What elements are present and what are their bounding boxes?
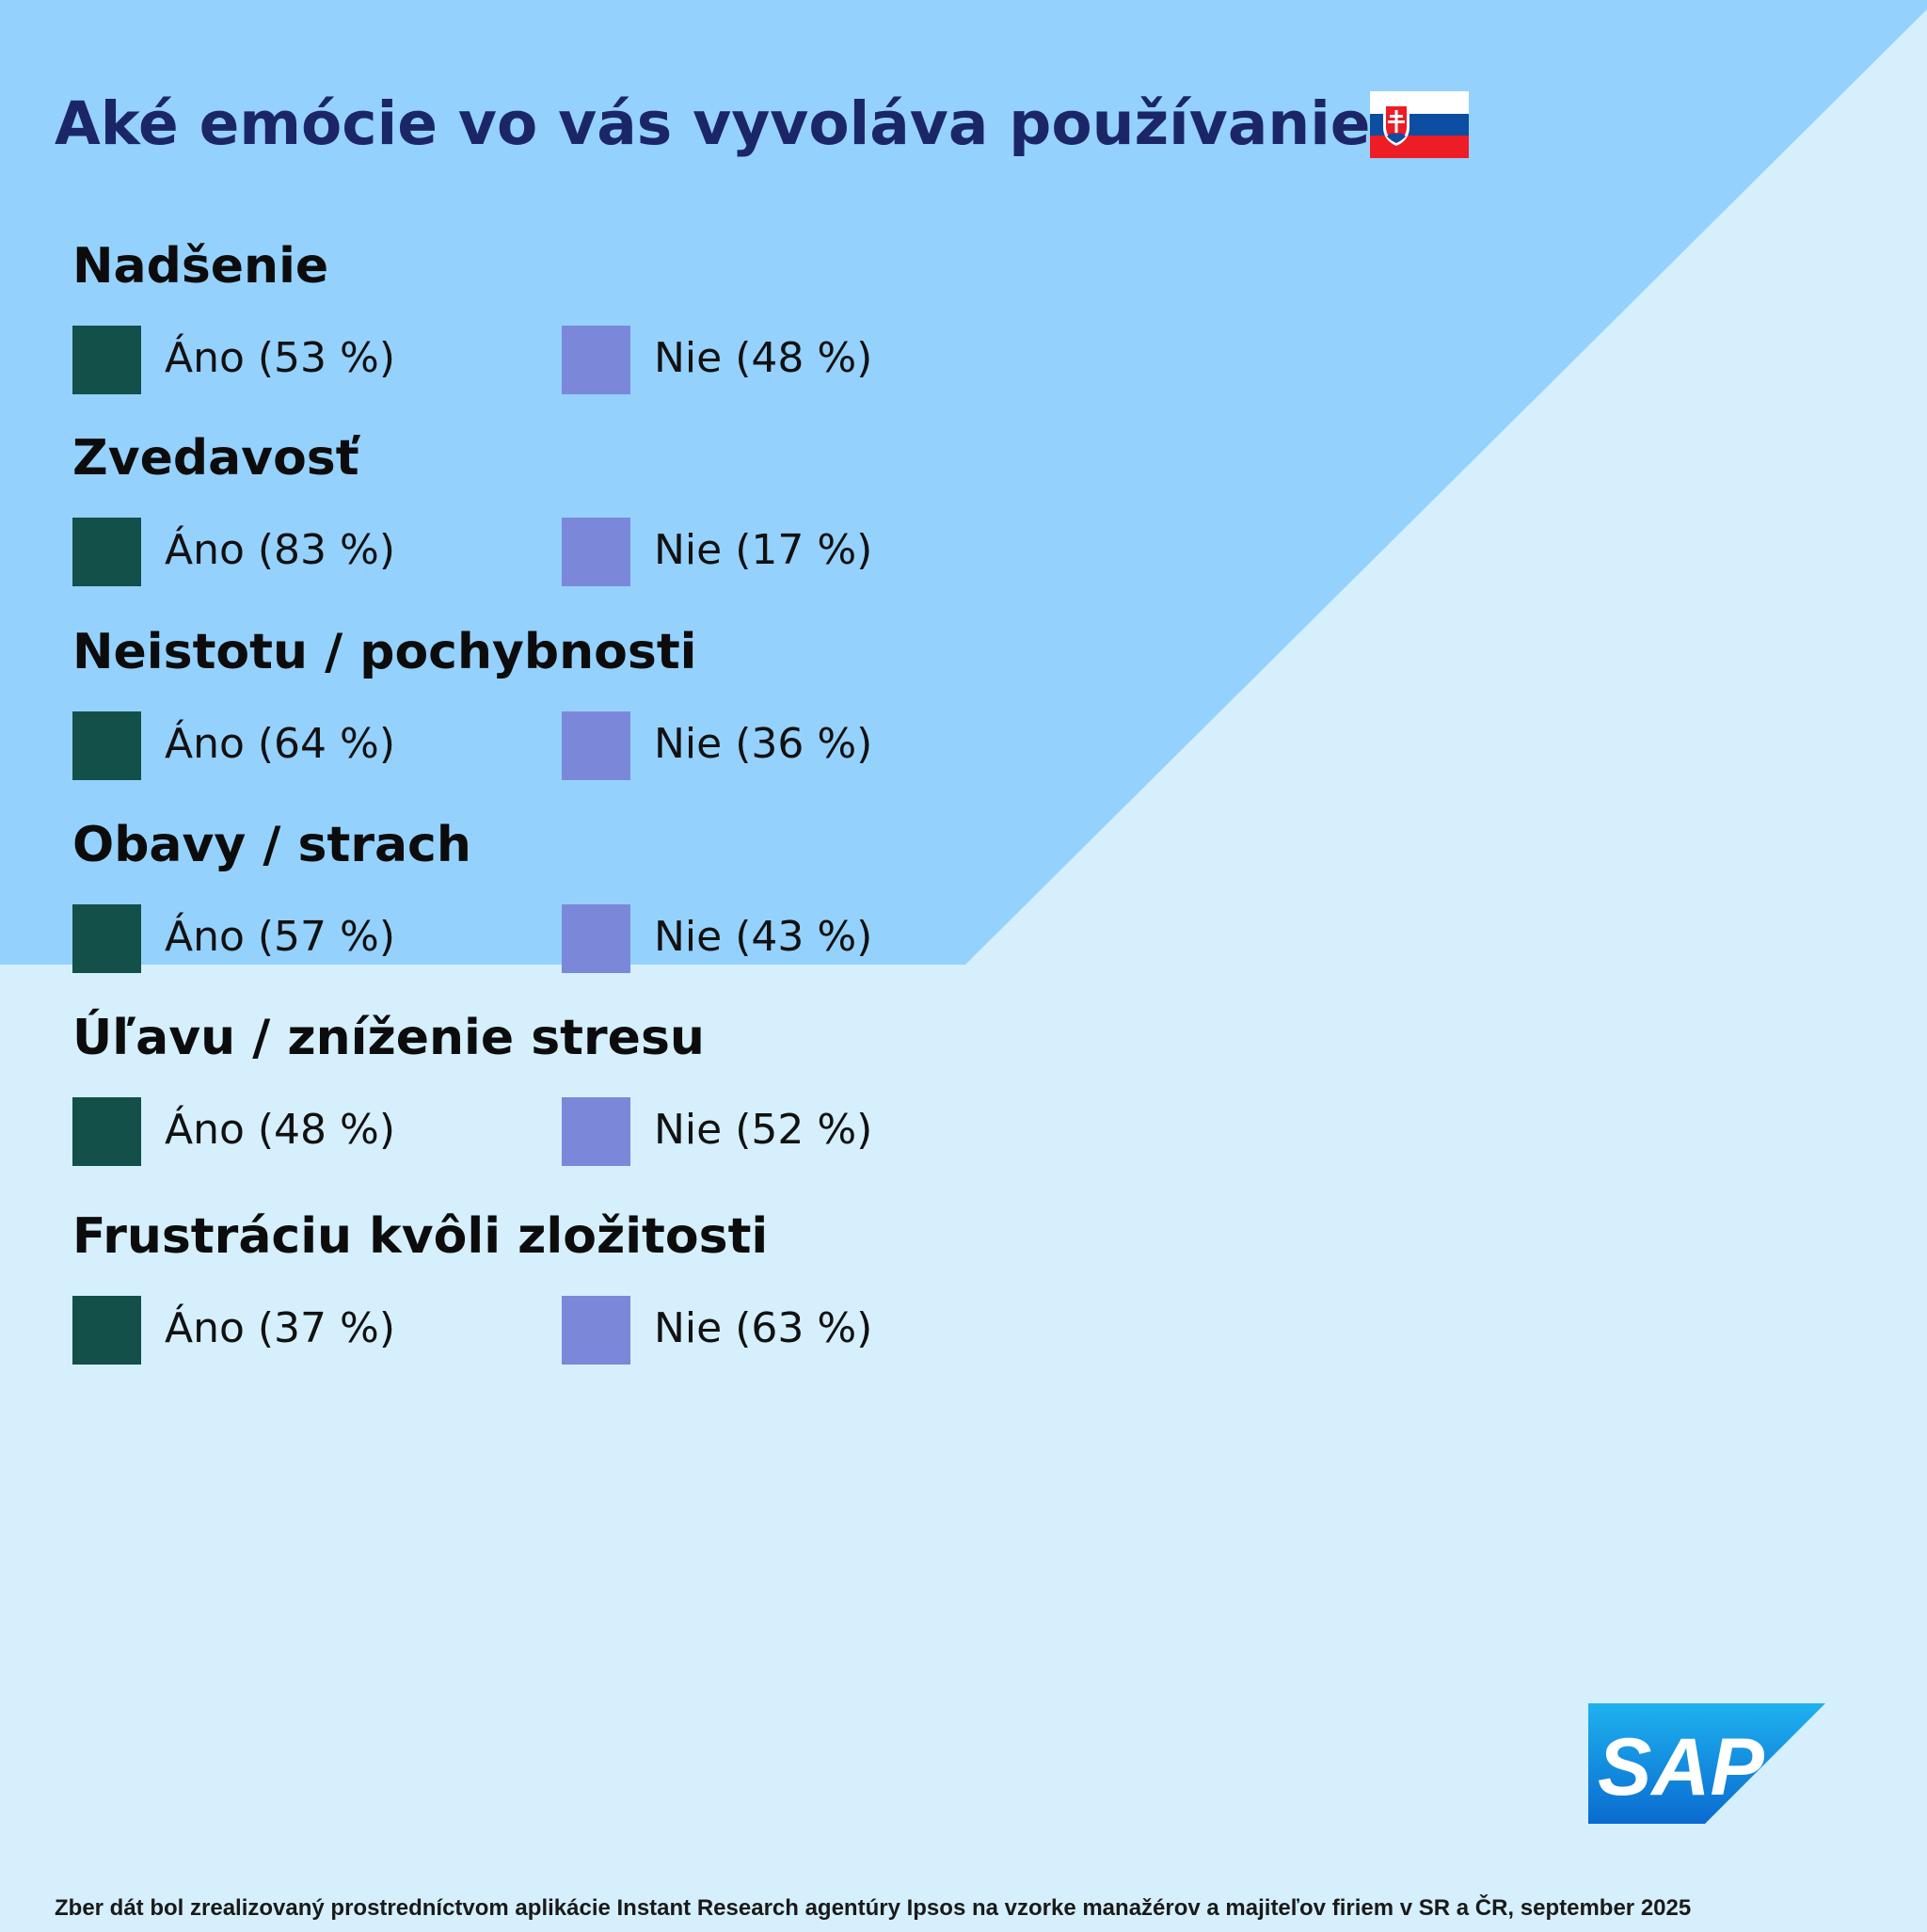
emotion-group: Nadšenie Áno (53 %) Nie (48 %) <box>72 242 1013 430</box>
response-label-nie: Nie (52 %) <box>654 1106 873 1154</box>
swatch-nie <box>562 518 630 586</box>
response-label-nie: Nie (43 %) <box>654 913 873 961</box>
response-label-ano: Áno (57 %) <box>165 913 396 961</box>
emotion-group: Zvedavosť Áno (83 %) Nie (17 %) <box>72 434 1013 622</box>
swatch-nie <box>562 1097 630 1166</box>
emotion-group-title: Frustráciu kvôli zložitosti <box>72 1208 769 1265</box>
emotion-group: Obavy / strach Áno (57 %) Nie (43 %) <box>72 821 1013 1009</box>
swatch-nie <box>562 904 630 973</box>
emotion-group-title: Nadšenie <box>72 238 329 295</box>
source-note: Zber dát bol zrealizovaný prostredníctvo… <box>55 1895 1692 1921</box>
page-title: Aké emócie vo vás vyvoláva používanie AI <box>55 89 1459 158</box>
swatch-ano <box>72 904 141 973</box>
swatch-ano <box>72 326 141 394</box>
response-label-ano: Áno (53 %) <box>165 334 396 382</box>
slovakia-flag-icon <box>1370 91 1469 158</box>
emotion-group-title: Zvedavosť <box>72 430 359 487</box>
emotion-group: Frustráciu kvôli zložitosti Áno (37 %) Nie… <box>72 1212 1013 1400</box>
swatch-nie <box>562 1296 630 1365</box>
response-label-ano: Áno (64 %) <box>165 720 396 768</box>
response-label-ano: Áno (37 %) <box>165 1304 396 1352</box>
swatch-ano <box>72 518 141 586</box>
response-label-nie: Nie (48 %) <box>654 334 873 382</box>
background-accent-shape <box>0 0 1927 965</box>
swatch-ano <box>72 711 141 780</box>
swatch-nie <box>562 711 630 780</box>
emotion-group-title: Úľavu / zníženie stresu <box>72 1010 705 1066</box>
svg-text:SAP: SAP <box>1598 1722 1764 1812</box>
sap-logo: SAP <box>1588 1703 1825 1824</box>
response-label-ano: Áno (83 %) <box>165 526 396 574</box>
emotion-group: Úľavu / zníženie stresu Áno (48 %) Nie (52… <box>72 1014 1013 1202</box>
response-label-nie: Nie (17 %) <box>654 526 873 574</box>
response-label-nie: Nie (36 %) <box>654 720 873 768</box>
swatch-nie <box>562 326 630 394</box>
response-label-ano: Áno (48 %) <box>165 1106 396 1154</box>
swatch-ano <box>72 1296 141 1365</box>
emotion-group-title: Obavy / strach <box>72 817 471 873</box>
emotion-group: Neistotu / pochybnosti Áno (64 %) Nie (36 … <box>72 628 1013 816</box>
emotion-group-title: Neistotu / pochybnosti <box>72 624 697 680</box>
swatch-ano <box>72 1097 141 1166</box>
response-label-nie: Nie (63 %) <box>654 1304 873 1352</box>
